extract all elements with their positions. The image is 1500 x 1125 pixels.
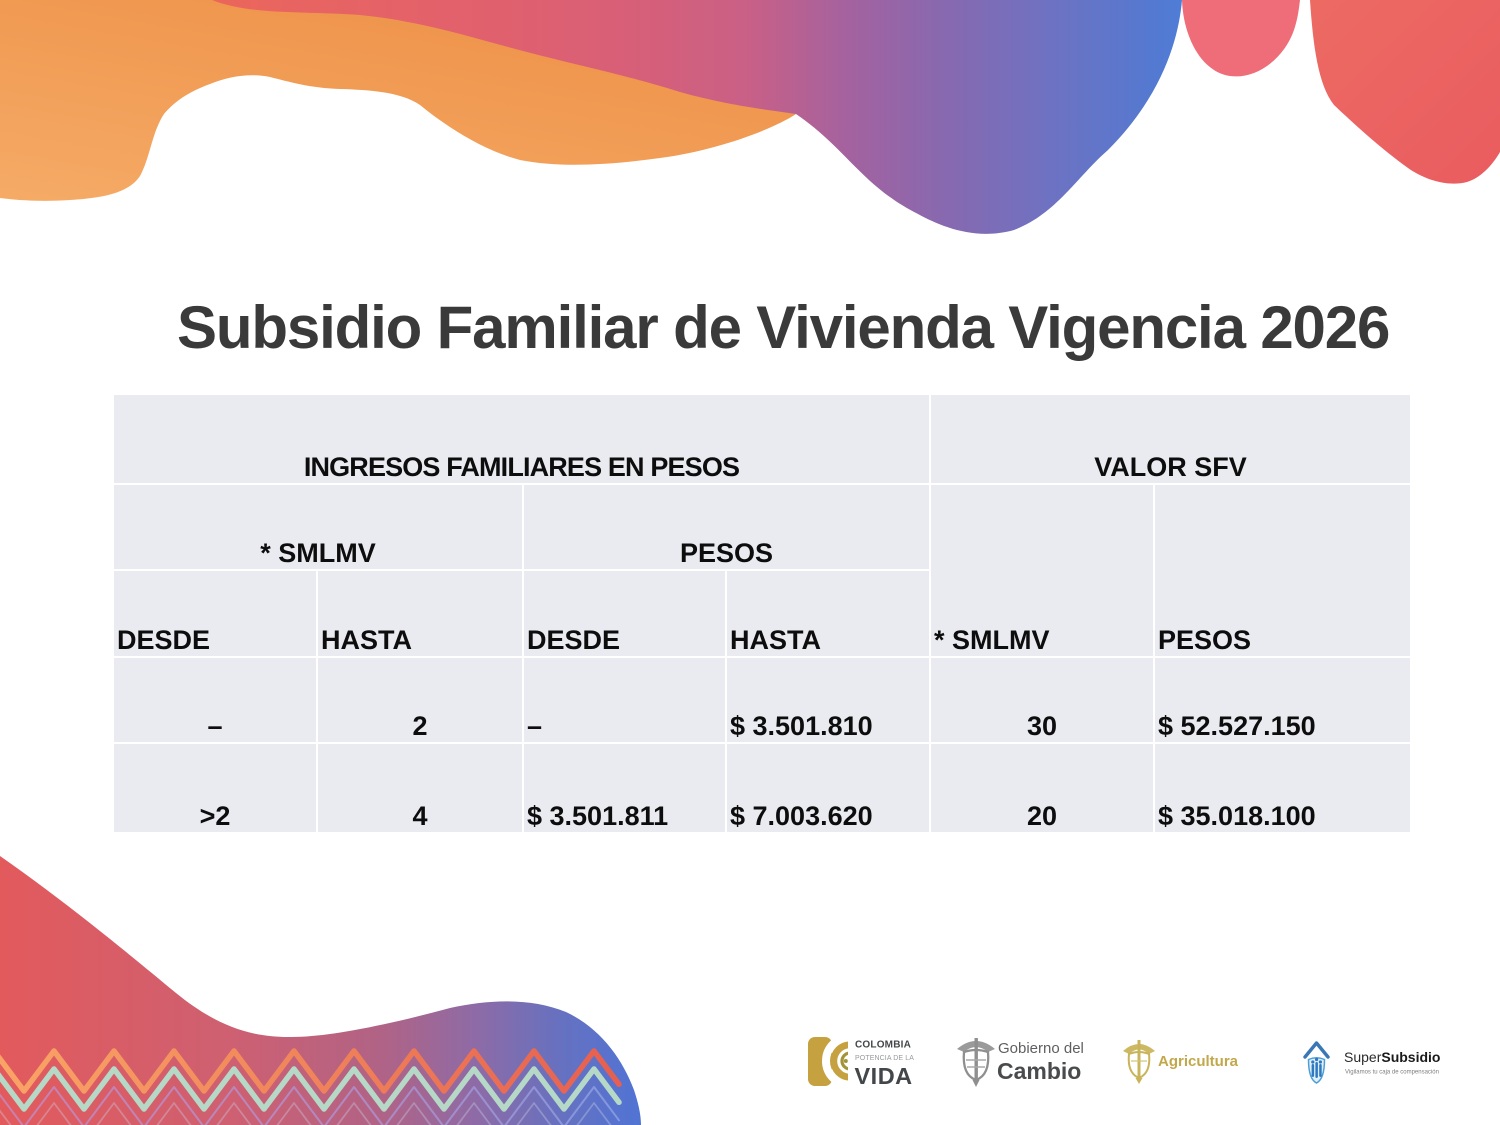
svg-text:COLOMBIA: COLOMBIA: [855, 1040, 911, 1051]
svg-text:SuperSubsidio: SuperSubsidio: [1344, 1049, 1440, 1065]
svg-text:Cambio: Cambio: [997, 1058, 1081, 1084]
svg-text:VIDA: VIDA: [855, 1063, 913, 1089]
svg-text:Vigilamos tu caja de compensac: Vigilamos tu caja de compensación: [1345, 1070, 1439, 1076]
svg-text:Agricultura: Agricultura: [1158, 1053, 1239, 1070]
svg-text:Gobierno del: Gobierno del: [998, 1040, 1084, 1057]
svg-text:POTENCIA DE LA: POTENCIA DE LA: [855, 1055, 914, 1062]
